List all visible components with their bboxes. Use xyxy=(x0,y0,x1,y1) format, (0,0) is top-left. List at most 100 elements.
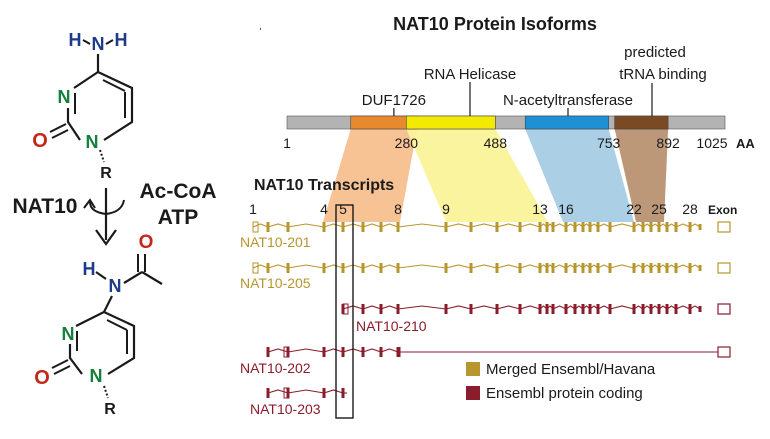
exon-block xyxy=(361,222,365,232)
intron-line xyxy=(609,264,635,269)
domain-acetyl xyxy=(524,115,609,130)
intron-line xyxy=(609,305,635,310)
transcripts-panel: NAT10 Transcripts 1 4 5 8 9 13 16 22 25 28 Exon N… xyxy=(240,177,737,419)
exon-block xyxy=(649,304,653,314)
intron-line xyxy=(323,348,344,353)
intron-line xyxy=(609,223,635,228)
intron-line xyxy=(470,305,498,310)
exon-block xyxy=(665,263,669,273)
aa-position-1025: 1025 xyxy=(696,135,727,151)
amide-h: H xyxy=(83,259,96,279)
reaction-arrow xyxy=(83,188,125,246)
intron-line xyxy=(267,389,289,394)
label-n-acetyltransferase: N-acetyltransferase xyxy=(503,92,633,109)
label-trna-line2: tRNA binding xyxy=(619,66,707,83)
domain-helicase xyxy=(406,115,496,130)
intron-line xyxy=(323,264,344,269)
exon-block xyxy=(551,263,555,273)
intron-line xyxy=(267,348,289,353)
intron-line xyxy=(689,264,701,269)
exon-block xyxy=(649,263,653,273)
protein-domains xyxy=(350,115,669,130)
exon-block xyxy=(596,222,600,232)
amino-h-left: H xyxy=(69,30,82,50)
substituent-r: R xyxy=(100,165,112,182)
exon-block xyxy=(495,263,499,273)
exon-block xyxy=(581,222,585,232)
intron-line xyxy=(362,348,382,353)
intron-line xyxy=(519,223,541,228)
exon-block xyxy=(657,304,661,314)
cytidine-structure: H N H N N O R xyxy=(32,30,134,182)
intron-line xyxy=(689,223,701,228)
exon-block xyxy=(674,222,678,232)
utr-end xyxy=(717,303,731,315)
exon-block xyxy=(341,347,345,357)
cofactor-acetyl-coa: Ac-CoA xyxy=(140,180,217,203)
exon-block xyxy=(573,263,577,273)
transcript-label: NAT10-202 xyxy=(240,360,311,376)
exon-block xyxy=(674,304,678,314)
acetyl-oxygen: O xyxy=(139,232,154,253)
exon-block xyxy=(551,304,555,314)
exon-block xyxy=(665,304,669,314)
intron-line xyxy=(519,264,541,269)
exon-block xyxy=(396,304,400,314)
exon-block xyxy=(469,222,473,232)
intron-line xyxy=(287,264,325,269)
ring-nitrogen-3-product: N xyxy=(62,324,75,344)
transcripts-title: NAT10 Transcripts xyxy=(254,177,394,194)
domain-labels: DUF1726 RNA Helicase N-acetyltransferase pr… xyxy=(362,44,707,116)
utr-start xyxy=(252,262,259,274)
exon-block xyxy=(674,263,678,273)
utr-end xyxy=(717,262,731,274)
exon-block xyxy=(495,304,499,314)
exon-block xyxy=(322,222,326,232)
exon-block xyxy=(361,263,365,273)
intron-line xyxy=(552,305,567,310)
exon-block xyxy=(608,222,612,232)
exon-block xyxy=(588,222,592,232)
aa-position-280: 280 xyxy=(395,135,419,151)
exon-block xyxy=(581,263,585,273)
exon-block xyxy=(698,224,702,230)
carbonyl-oxygen: O xyxy=(32,130,48,152)
exon-block xyxy=(657,222,661,232)
shade-trna xyxy=(614,129,669,222)
exon-block xyxy=(322,388,326,398)
intron-line xyxy=(496,223,521,228)
intron-line xyxy=(496,264,521,269)
transcript-track: NAT10-203 xyxy=(250,387,347,417)
utr-end xyxy=(717,221,731,233)
intron-line xyxy=(397,305,447,310)
intron-line xyxy=(597,305,611,310)
exon-block xyxy=(688,222,692,232)
intron-line xyxy=(287,223,325,228)
exon-block xyxy=(649,222,653,232)
intron-line xyxy=(323,389,344,394)
exon-block xyxy=(641,263,645,273)
exon-block xyxy=(396,263,400,273)
transcript-track: NAT10-210 xyxy=(341,303,731,334)
exon-block xyxy=(379,222,383,232)
intron-line xyxy=(675,223,691,228)
exon-number-4: 4 xyxy=(320,201,328,217)
intron-line xyxy=(470,223,498,228)
exon-5-highlight-box xyxy=(335,204,354,419)
exon-block xyxy=(698,265,702,271)
intron-line xyxy=(519,305,541,310)
exon-block xyxy=(518,263,522,273)
intron-line xyxy=(689,305,701,310)
intron-line xyxy=(496,305,521,310)
shade-acetyl xyxy=(525,129,634,222)
exon-block xyxy=(573,304,577,314)
amide-nitrogen: N xyxy=(109,276,122,296)
exon-block xyxy=(322,263,326,273)
intron-line xyxy=(380,348,399,353)
intron-line xyxy=(362,264,382,269)
aa-position-488: 488 xyxy=(484,135,508,151)
intron-line xyxy=(287,348,325,353)
exon-block xyxy=(538,263,542,273)
amino-h-right: H xyxy=(115,30,128,50)
transcript-track: NAT10-202 xyxy=(240,346,731,376)
